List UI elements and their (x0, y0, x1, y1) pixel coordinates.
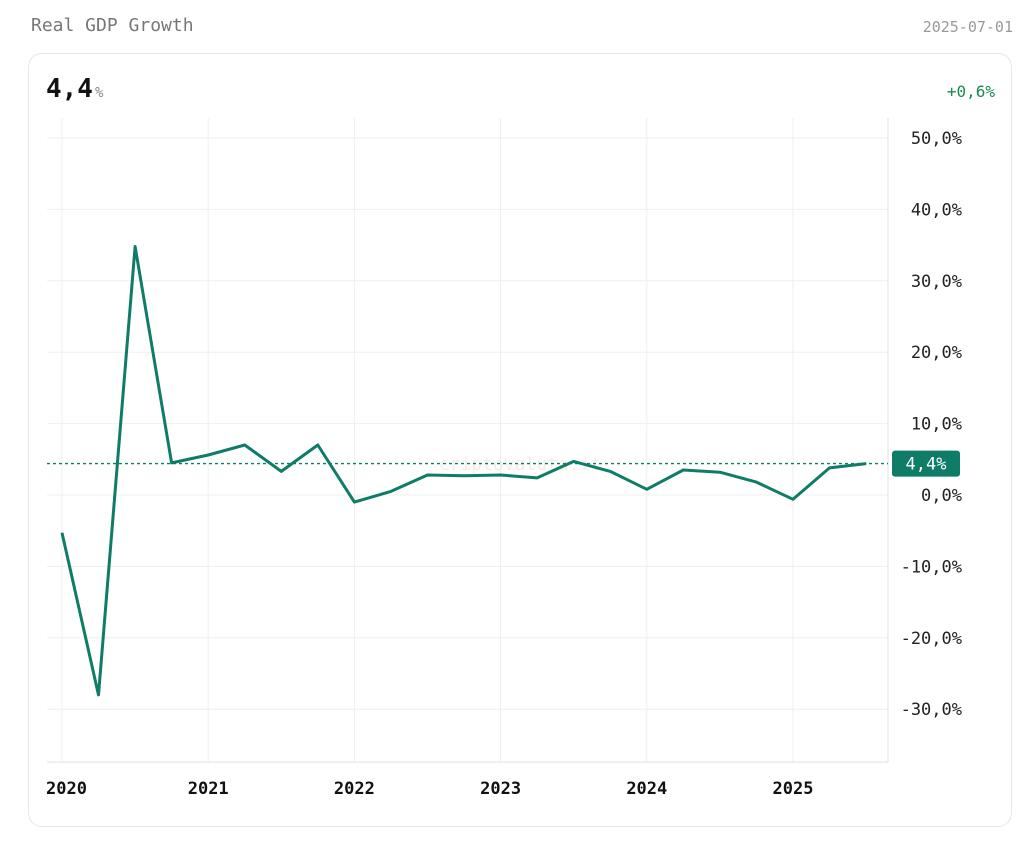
current-value-number: 4,4 (46, 74, 93, 104)
data-point (463, 475, 465, 477)
data-point (207, 454, 209, 456)
data-point (390, 490, 392, 492)
x-tick-label: 2021 (188, 779, 229, 799)
data-point (134, 246, 136, 248)
y-tick-label: -10,0% (901, 557, 962, 577)
data-point (719, 471, 721, 473)
data-point (792, 498, 794, 500)
data-point (61, 532, 63, 534)
data-point (573, 460, 575, 462)
x-tick-label: 2022 (334, 779, 375, 799)
data-point (609, 470, 611, 472)
current-value-badge-label: 4,4% (906, 455, 947, 475)
chart-title: Real GDP Growth (31, 15, 194, 36)
x-tick-label: 2024 (626, 779, 667, 799)
chart-card (28, 53, 1012, 827)
data-point (646, 488, 648, 490)
change-value: +0,6% (946, 82, 995, 101)
data-point (317, 444, 319, 446)
current-value: 4,4% (46, 74, 103, 104)
data-point (353, 501, 355, 503)
y-tick-label: 0,0% (921, 486, 962, 506)
y-tick-label: -30,0% (901, 700, 962, 720)
data-point (682, 469, 684, 471)
y-tick-label: -20,0% (901, 629, 962, 649)
data-point (427, 474, 428, 476)
data-point (829, 467, 831, 469)
data-point (865, 463, 867, 465)
data-point (98, 694, 100, 696)
y-tick-label: 20,0% (911, 343, 962, 363)
x-tick-label: 2025 (773, 779, 814, 799)
y-tick-label: 30,0% (911, 272, 962, 292)
data-point (500, 474, 502, 476)
x-tick-label: 2020 (46, 779, 87, 799)
data-point (171, 462, 173, 464)
data-point (536, 477, 538, 479)
x-tick-label: 2023 (480, 779, 521, 799)
y-tick-label: 40,0% (911, 200, 962, 220)
y-tick-label: 50,0% (911, 129, 962, 149)
current-value-badge (892, 450, 960, 477)
data-point (244, 444, 246, 446)
date-label: 2025-07-01 (922, 18, 1013, 36)
watermark: criptovaluta.it (439, 454, 602, 475)
current-value-unit: % (94, 85, 104, 101)
data-point (280, 470, 282, 472)
y-tick-label: 10,0% (911, 415, 962, 435)
data-point (755, 481, 757, 483)
